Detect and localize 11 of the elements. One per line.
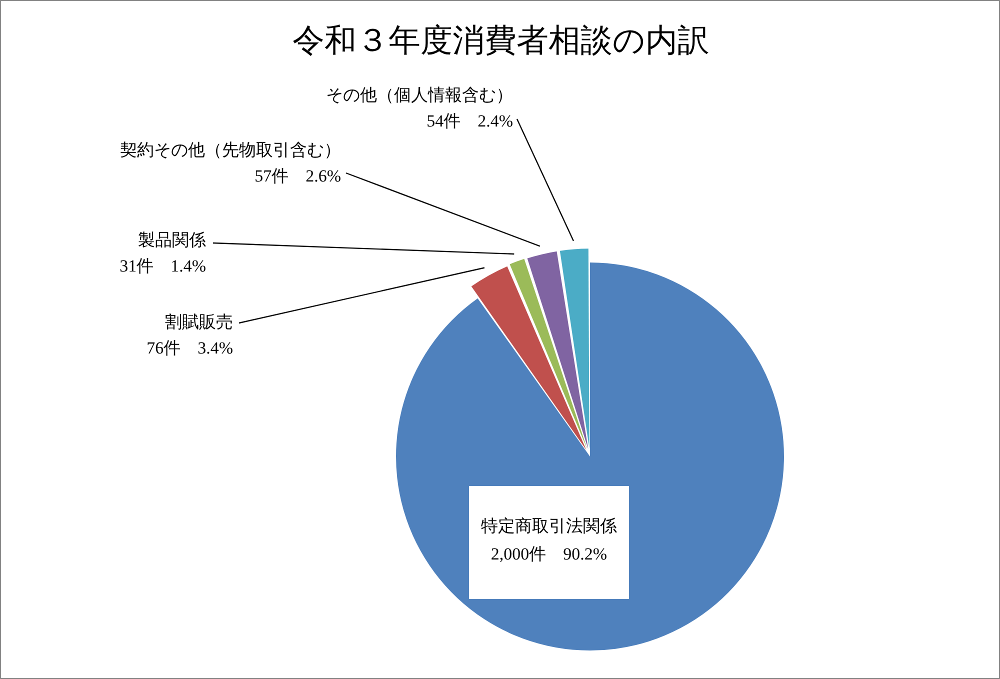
slice-label: 製品関係 (138, 230, 206, 250)
slice-label: 契約その他（先物取引含む） (120, 140, 341, 160)
data-label: 54件 2.4% (426, 111, 513, 130)
data-label: 76件 3.4% (146, 338, 233, 358)
data-label: 57件 2.6% (254, 166, 341, 186)
chart-title: 令和３年度消費者相談の内訳 (292, 21, 710, 60)
slice-label: その他（個人情報含む） (326, 85, 513, 104)
data-label: 2,000件 90.2% (490, 544, 608, 564)
slice-label: 割賦販売 (165, 312, 233, 332)
data-label: 31件 1.4% (120, 256, 206, 276)
slice-label: 特定商取引法関係 (481, 516, 617, 536)
